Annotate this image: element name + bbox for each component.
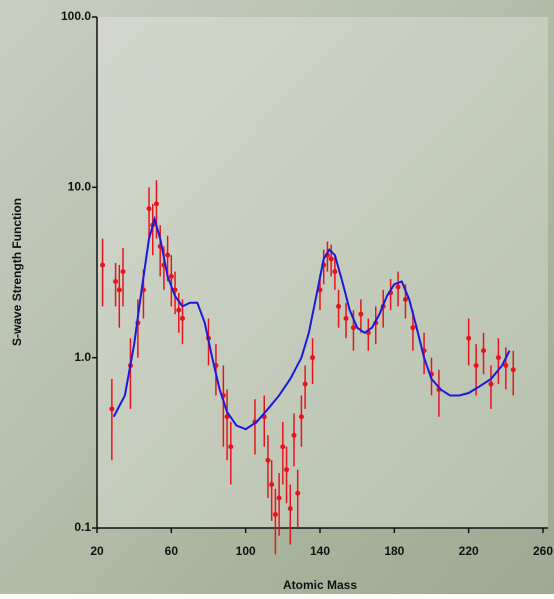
data-point — [165, 253, 170, 258]
data-point — [303, 382, 308, 387]
y-tick-label: 100.0 — [61, 9, 91, 23]
data-point — [295, 491, 300, 496]
data-point — [351, 325, 356, 330]
data-point — [269, 482, 274, 487]
data-point — [169, 274, 174, 279]
data-point — [113, 279, 118, 284]
data-point — [344, 316, 349, 321]
data-point — [396, 284, 401, 289]
data-point — [488, 382, 493, 387]
data-point — [299, 414, 304, 419]
data-point — [121, 269, 126, 274]
y-tick-label: 0.1 — [74, 520, 91, 534]
x-tick-label: 60 — [165, 544, 179, 558]
data-point — [280, 444, 285, 449]
data-point — [466, 336, 471, 341]
data-point — [511, 367, 516, 372]
chart: Atomic Mass S-wave Strength Function 20 6… — [0, 0, 554, 594]
data-point — [481, 348, 486, 353]
data-point — [228, 444, 233, 449]
x-tick-label: 180 — [384, 544, 404, 558]
x-tick-label: 100 — [236, 544, 256, 558]
data-point — [310, 355, 315, 360]
data-point — [329, 256, 334, 261]
data-point — [288, 506, 293, 511]
x-tick-label: 260 — [533, 544, 553, 558]
x-axis-label: Atomic Mass — [283, 578, 357, 592]
x-tick-label: 140 — [310, 544, 330, 558]
data-point — [284, 467, 289, 472]
x-tick-label: 20 — [90, 544, 104, 558]
data-point — [277, 496, 282, 501]
data-point — [100, 262, 105, 267]
data-point — [291, 433, 296, 438]
data-point — [474, 363, 479, 368]
data-point — [117, 287, 122, 292]
data-point — [332, 269, 337, 274]
y-tick-label: 1.0 — [74, 350, 91, 364]
data-point — [410, 325, 415, 330]
data-point — [336, 304, 341, 309]
data-point — [176, 308, 181, 313]
data-point — [273, 512, 278, 517]
data-point — [147, 206, 152, 211]
data-point — [358, 312, 363, 317]
data-point — [496, 355, 501, 360]
x-tick-label: 220 — [459, 544, 479, 558]
y-axis-label: S-wave Strength Function — [10, 198, 24, 346]
y-tick-label: 10.0 — [68, 180, 92, 194]
data-point — [154, 201, 159, 206]
data-point — [403, 297, 408, 302]
data-point — [265, 458, 270, 463]
data-point — [180, 316, 185, 321]
data-point — [109, 406, 114, 411]
